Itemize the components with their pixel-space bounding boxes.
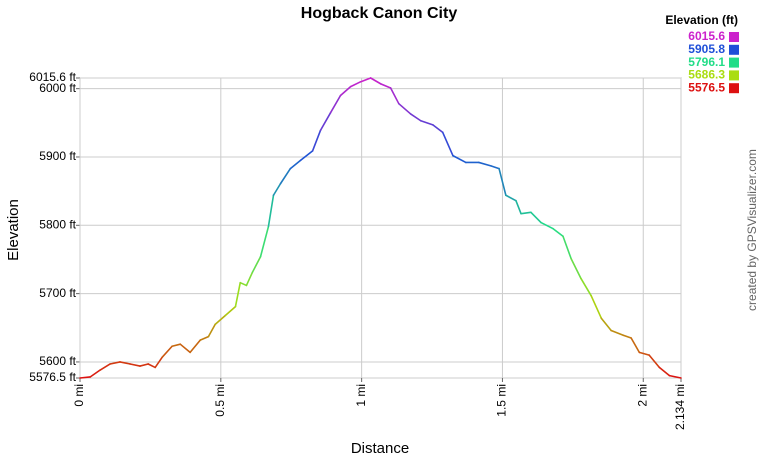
x-tick-label: 2.134 mi [673, 384, 687, 430]
elevation-segment [389, 87, 400, 105]
x-tick-label: 0.5 mi [213, 384, 227, 417]
elevation-segment [129, 363, 141, 367]
elevation-segment [319, 111, 332, 132]
legend-label: 5576.5 [688, 80, 725, 94]
elevation-segment [600, 317, 612, 332]
x-axis-label: Distance [351, 440, 409, 457]
legend-label: 5796.1 [688, 55, 725, 69]
elevation-segment [179, 343, 191, 354]
elevation-segment [189, 339, 202, 354]
y-tick-label: 5900 ft [39, 149, 76, 163]
elevation-segment [199, 335, 210, 341]
legend-swatch [729, 32, 739, 42]
plot-frame [79, 77, 682, 379]
elevation-segment [147, 363, 156, 369]
elevation-segment [119, 361, 131, 365]
elevation-segment [89, 369, 101, 378]
elevation-segment [369, 77, 382, 85]
elevation-segment [630, 337, 641, 354]
elevation-segment [139, 363, 149, 367]
elevation-segment [245, 271, 254, 287]
y-tick-label: 6015.6 ft [29, 70, 76, 84]
elevation-segment [648, 354, 661, 369]
elevation-segment [329, 94, 342, 114]
elevation-segment [490, 165, 500, 170]
legend-title: Elevation (ft) [665, 13, 738, 27]
elevation-segment [580, 277, 592, 297]
elevation-segment [505, 194, 517, 202]
elevation-segment [477, 161, 492, 167]
elevation-segment [279, 167, 292, 185]
elevation-segment [224, 305, 237, 317]
elevation-segment [272, 182, 282, 197]
elevation-segment [540, 221, 554, 230]
elevation-segment [109, 361, 121, 365]
legend-swatch [729, 83, 739, 94]
y-tick-label: 5576.5 ft [29, 370, 76, 384]
legend-swatch [729, 44, 739, 55]
elevation-segment [520, 211, 532, 215]
elevation-segment [552, 227, 564, 238]
elevation-segment [398, 102, 412, 115]
legend-swatch [729, 57, 739, 68]
elevation-segment [154, 356, 164, 369]
elevation-segment [610, 329, 625, 337]
elevation-segment [668, 374, 682, 379]
elevation-segment [515, 199, 522, 215]
y-tick-label: 5800 ft [39, 217, 76, 231]
elevation-segment [161, 345, 173, 358]
elevation-segment [339, 85, 352, 97]
legend-label: 5905.8 [688, 42, 725, 56]
elevation-segment [234, 281, 242, 308]
elevation-segment [530, 211, 542, 224]
elevation-segment [359, 77, 372, 83]
elevation-segment [590, 294, 603, 320]
elevation-segment [432, 124, 444, 134]
elevation-segment [570, 257, 582, 280]
elevation-segment [379, 83, 392, 89]
x-tick-label: 1 mi [354, 384, 368, 407]
elevation-segment [79, 376, 91, 379]
elevation-segment [289, 159, 302, 170]
elevation-segment [658, 366, 671, 377]
elevation-segment [311, 129, 322, 152]
elevation-segment [267, 194, 275, 228]
elevation-segment [214, 314, 227, 326]
elevation-segment [409, 113, 422, 122]
y-axis-label: Elevation [5, 199, 22, 261]
x-tick-label: 1.5 mi [495, 384, 509, 417]
elevation-segment [349, 81, 362, 88]
legend-label: 6015.6 [688, 29, 725, 43]
elevation-segment [452, 154, 467, 164]
elevation-segment [239, 281, 248, 287]
legend-swatch [729, 70, 739, 81]
elevation-segment [99, 363, 111, 371]
elevation-segment [251, 255, 262, 274]
x-tick-label: 2 mi [635, 384, 649, 407]
chart-title: Hogback Canon City [301, 5, 458, 22]
elevation-segment [419, 119, 434, 126]
elevation-segment [171, 343, 182, 348]
elevation-segment [299, 150, 314, 162]
elevation-segment [207, 323, 216, 338]
elevation-segment [562, 235, 572, 260]
credit: created by GPSVisualizer.com [745, 149, 759, 311]
x-tick-label: 0 mi [72, 384, 86, 407]
y-tick-label: 6000 ft [39, 81, 76, 95]
legend-label: 5686.3 [688, 68, 725, 82]
elevation-segment [638, 351, 650, 356]
elevation-segment [441, 131, 454, 157]
elevation-segment [259, 225, 270, 258]
elevation-segment [498, 167, 507, 197]
elevation-segment [622, 334, 632, 339]
y-tick-label: 5600 ft [39, 354, 76, 368]
y-tick-label: 5700 ft [39, 286, 76, 300]
